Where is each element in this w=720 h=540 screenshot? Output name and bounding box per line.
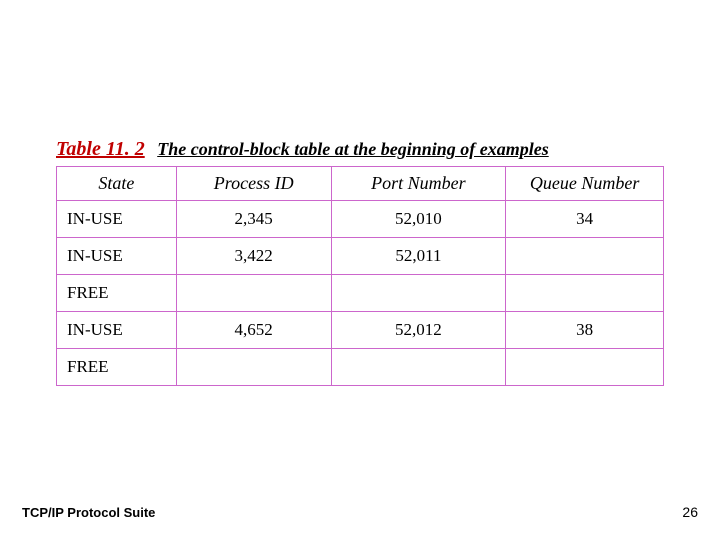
cell-port: 52,010: [331, 201, 506, 238]
cell-state: IN-USE: [57, 312, 177, 349]
cell-queue: [506, 238, 664, 275]
cell-port: [331, 275, 506, 312]
table-row: IN-USE 2,345 52,010 34: [57, 201, 664, 238]
cell-queue: [506, 275, 664, 312]
col-header-queue: Queue Number: [506, 167, 664, 201]
cell-pid: 4,652: [176, 312, 331, 349]
table-header-row: State Process ID Port Number Queue Numbe…: [57, 167, 664, 201]
cell-queue: [506, 349, 664, 386]
table-row: IN-USE 4,652 52,012 38: [57, 312, 664, 349]
cell-port: [331, 349, 506, 386]
table-row: FREE: [57, 349, 664, 386]
cell-state: IN-USE: [57, 238, 177, 275]
cell-queue: 34: [506, 201, 664, 238]
table-row: IN-USE 3,422 52,011: [57, 238, 664, 275]
col-header-pid: Process ID: [176, 167, 331, 201]
control-block-table: State Process ID Port Number Queue Numbe…: [56, 166, 664, 386]
table-title: The control-block table at the beginning…: [157, 139, 548, 159]
cell-pid: 3,422: [176, 238, 331, 275]
col-header-state: State: [57, 167, 177, 201]
cell-pid: [176, 349, 331, 386]
cell-pid: 2,345: [176, 201, 331, 238]
table-row: FREE: [57, 275, 664, 312]
cell-queue: 38: [506, 312, 664, 349]
cell-state: FREE: [57, 349, 177, 386]
slide-footer: TCP/IP Protocol Suite 26: [22, 504, 698, 520]
cell-port: 52,012: [331, 312, 506, 349]
table-caption: Table 11. 2 The control-block table at t…: [56, 138, 549, 161]
cell-state: IN-USE: [57, 201, 177, 238]
table-number: Table 11. 2: [56, 138, 145, 160]
footer-text: TCP/IP Protocol Suite: [22, 505, 155, 520]
cell-pid: [176, 275, 331, 312]
cell-state: FREE: [57, 275, 177, 312]
cell-port: 52,011: [331, 238, 506, 275]
page-number: 26: [682, 504, 698, 520]
col-header-port: Port Number: [331, 167, 506, 201]
